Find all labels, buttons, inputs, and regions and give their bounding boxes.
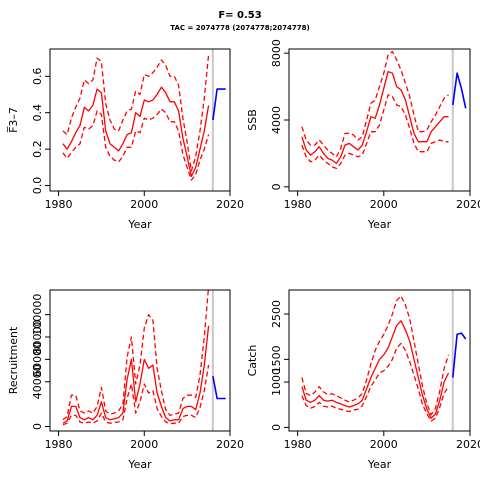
catch-upper-line — [301, 295, 450, 416]
catch-estimate-line — [301, 320, 450, 419]
ssb-estimate-line — [301, 70, 449, 165]
f-x-tick-label: 2020 — [216, 198, 244, 211]
recruitment-x-tick-label: 2020 — [216, 438, 244, 451]
panel-f: 1980 2000 2020 Year 0.0 0.2 0.4 0.6 F̅3–7 — [7, 48, 244, 231]
catch-x-tick-label: 2020 — [456, 438, 480, 451]
catch-projection-line — [452, 332, 467, 378]
figure-subtitle: TAC = 2074778 (2074778;2074778) — [170, 24, 310, 32]
catch-y-tick-label: 1500 — [270, 345, 283, 373]
recruitment-estimate-line — [62, 325, 210, 424]
ssb-x-tick-label: 1980 — [284, 198, 312, 211]
recruitment-y-tick-label: 80000 — [31, 320, 44, 355]
f-y-tick-label: 0.2 — [31, 140, 44, 158]
catch-y-axis-label: Catch — [246, 345, 259, 377]
ssb-y-axis-label: SSB — [246, 109, 259, 131]
ssb-plot-frame — [288, 48, 471, 192]
f-plot-frame — [49, 48, 231, 192]
catch-x-tick-label: 2000 — [370, 438, 398, 451]
catch-lower-line — [301, 342, 450, 422]
ssb-x-tick-label: 2000 — [370, 198, 398, 211]
recruitment-x-tick-label: 2000 — [130, 438, 158, 451]
ssb-y-tick-label: 0 — [270, 183, 283, 190]
recruitment-y-tick-label: 40000 — [31, 364, 44, 399]
recruitment-y-tick-label: 60000 — [31, 342, 44, 377]
f-x-tick-label: 1980 — [45, 198, 73, 211]
f-y-tick-label: 0.0 — [31, 177, 44, 195]
catch-x-tick-label: 1980 — [284, 438, 312, 451]
recruitment-x-axis-label: Year — [127, 458, 152, 471]
ssb-series-group — [301, 50, 467, 170]
f-y-axis-label: F̅3–7 — [7, 107, 20, 133]
f-lower-line — [62, 108, 210, 181]
catch-x-axis-label: Year — [367, 458, 392, 471]
catch-y-tick-label: 2500 — [270, 300, 283, 328]
ssb-x-tick-label: 2020 — [456, 198, 480, 211]
ssb-projection-line — [452, 72, 467, 109]
catch-y-tick-label: 1000 — [270, 368, 283, 396]
catch-plot-frame — [288, 289, 471, 432]
recruitment-y-tick-label: 100000 — [31, 294, 44, 336]
f-projection-line — [212, 88, 226, 121]
ssb-x-axis-label: Year — [367, 218, 392, 231]
f-series-group — [62, 54, 226, 181]
figure-title: F= 0.53 — [218, 10, 262, 21]
recruitment-lower-line — [62, 364, 210, 426]
ssb-y-tick-label: 4000 — [270, 106, 283, 134]
f-x-tick-label: 2000 — [130, 198, 158, 211]
ssb-upper-line — [301, 50, 449, 158]
catch-series-group — [301, 295, 467, 422]
f-estimate-line — [62, 86, 210, 178]
panel-ssb: 1980 2000 2020 Year 0 4000 8000 SSB — [246, 39, 480, 231]
recruitment-series-group — [62, 290, 226, 426]
recruitment-plot-frame — [49, 289, 231, 432]
recruitment-x-tick-label: 1980 — [45, 438, 73, 451]
recruitment-y-axis-label: Recruitment — [7, 326, 20, 394]
recruitment-upper-line — [62, 290, 209, 421]
f-y-tick-label: 0.4 — [31, 104, 44, 122]
f-y-tick-label: 0.6 — [31, 68, 44, 86]
recruitment-projection-line — [212, 376, 226, 400]
ssb-lower-line — [301, 94, 449, 170]
f-x-axis-label: Year — [127, 218, 152, 231]
ssb-y-tick-label: 8000 — [270, 39, 283, 67]
f-upper-line — [62, 54, 210, 172]
catch-y-tick-label: 0 — [270, 424, 283, 431]
recruitment-y-tick-label: 0 — [31, 423, 44, 430]
